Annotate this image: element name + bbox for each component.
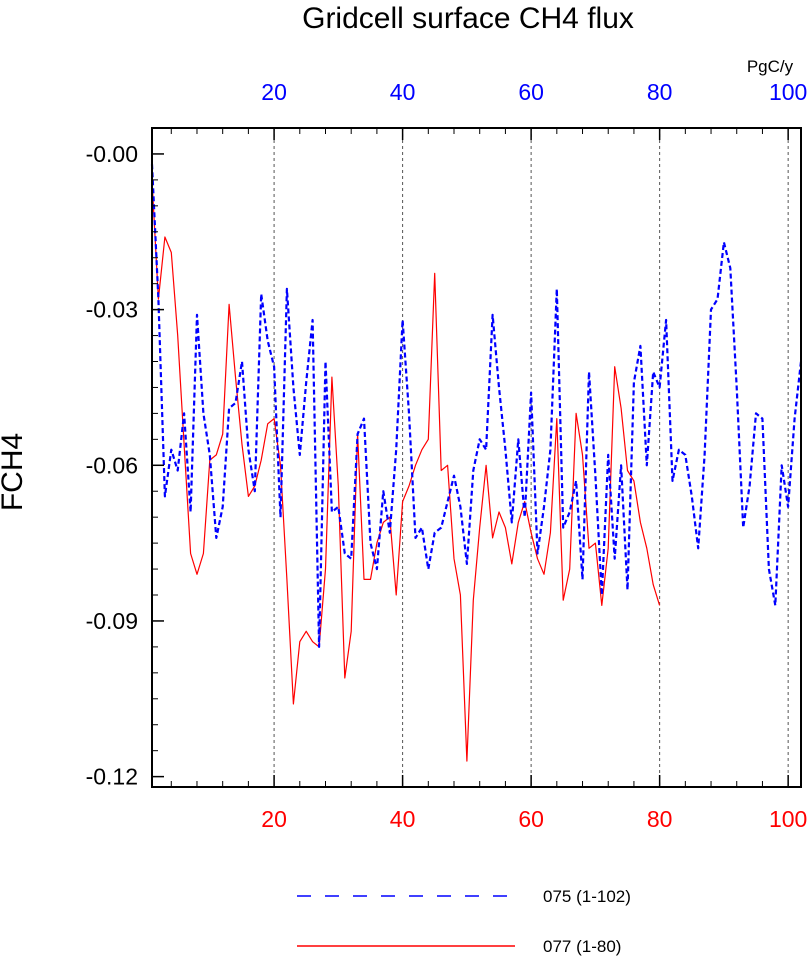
y-tick-label: -0.03 (86, 297, 138, 323)
x-tick-label-bottom: 40 (390, 806, 416, 832)
y-tick-label: -0.00 (86, 141, 138, 167)
plot-frame (151, 127, 802, 788)
gridlines (273, 128, 789, 787)
x-tick-label-top: 60 (518, 79, 544, 105)
x-tick-label-top: 100 (769, 79, 807, 105)
x-tick-label-top: 80 (647, 79, 673, 105)
y-axis-label: FCH4 (0, 433, 29, 511)
x-tick-label-top: 20 (261, 79, 287, 105)
y-tick-label: -0.09 (86, 608, 138, 634)
legend: 075 (1-102) 077 (1-80) (297, 887, 631, 956)
top-axis-unit: PgC/y (747, 57, 794, 76)
x-tick-label-bottom: 60 (518, 806, 544, 832)
chart-title: Gridcell surface CH4 flux (302, 2, 634, 35)
series-layer (150, 164, 803, 762)
x-tick-label-bottom: 80 (647, 806, 673, 832)
x-tick-label-bottom: 20 (261, 806, 287, 832)
y-tick-label: -0.12 (86, 764, 138, 790)
y-tick-label: -0.06 (86, 452, 138, 478)
x-tick-label-top: 40 (390, 79, 416, 105)
series-line-2 (151, 179, 661, 762)
legend-label-2: 077 (1-80) (543, 937, 621, 956)
series-line-1 (150, 164, 803, 649)
legend-label-1: 075 (1-102) (543, 887, 631, 906)
axis-ticks: 20 20 40 40 60 60 80 80 100 100 -0.00 -0.03 -0.06 -0.… (86, 79, 808, 832)
x-tick-label-bottom: 100 (769, 806, 807, 832)
